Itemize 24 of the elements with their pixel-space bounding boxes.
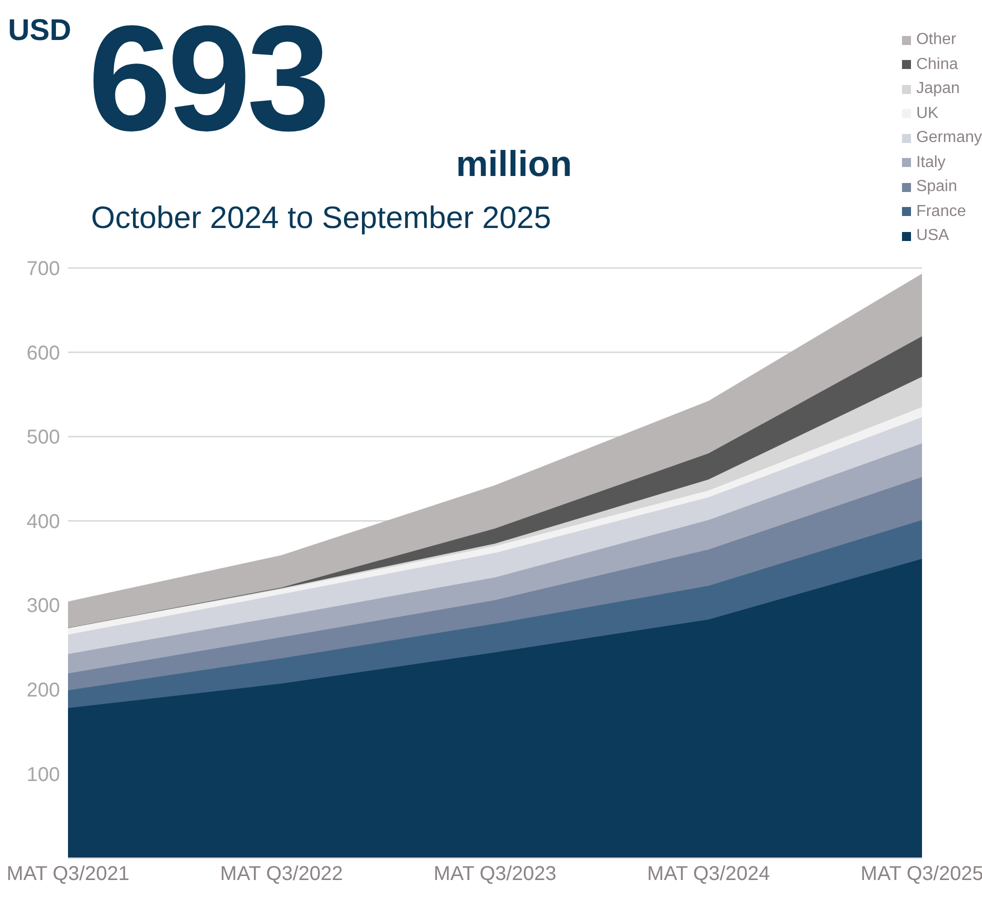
legend-label: France bbox=[916, 202, 966, 221]
legend-label: Spain bbox=[916, 178, 958, 196]
x-tick-label: MAT Q3/2022 bbox=[220, 863, 343, 886]
y-tick-label: 300 bbox=[26, 595, 60, 618]
legend-label: Germany bbox=[916, 129, 982, 148]
chart-title: 693 bbox=[88, 0, 326, 164]
legend-label: Italy bbox=[916, 154, 946, 172]
x-tick-label: MAT Q3/2024 bbox=[647, 863, 770, 886]
y-tick-label: 200 bbox=[26, 680, 60, 702]
text: USD bbox=[8, 14, 72, 48]
y-tick-label: 600 bbox=[26, 342, 60, 364]
x-tick-label: MAT Q3/2023 bbox=[434, 863, 556, 886]
legend-label: Other bbox=[916, 31, 956, 50]
x-tick-label: MAT Q3/2021 bbox=[6, 863, 130, 886]
text: million bbox=[456, 143, 572, 185]
chart-subtitle: October 2024 to September 2025 bbox=[91, 200, 552, 236]
y-tick-label: 500 bbox=[26, 426, 60, 449]
y-tick-label: 700 bbox=[26, 258, 60, 280]
legend-label: China bbox=[916, 56, 958, 74]
legend-label: USA bbox=[916, 227, 950, 246]
y-tick-label: 100 bbox=[26, 764, 60, 786]
legend-label: Japan bbox=[916, 80, 960, 98]
y-tick-label: 400 bbox=[26, 510, 60, 533]
legend-label: UK bbox=[916, 104, 938, 123]
